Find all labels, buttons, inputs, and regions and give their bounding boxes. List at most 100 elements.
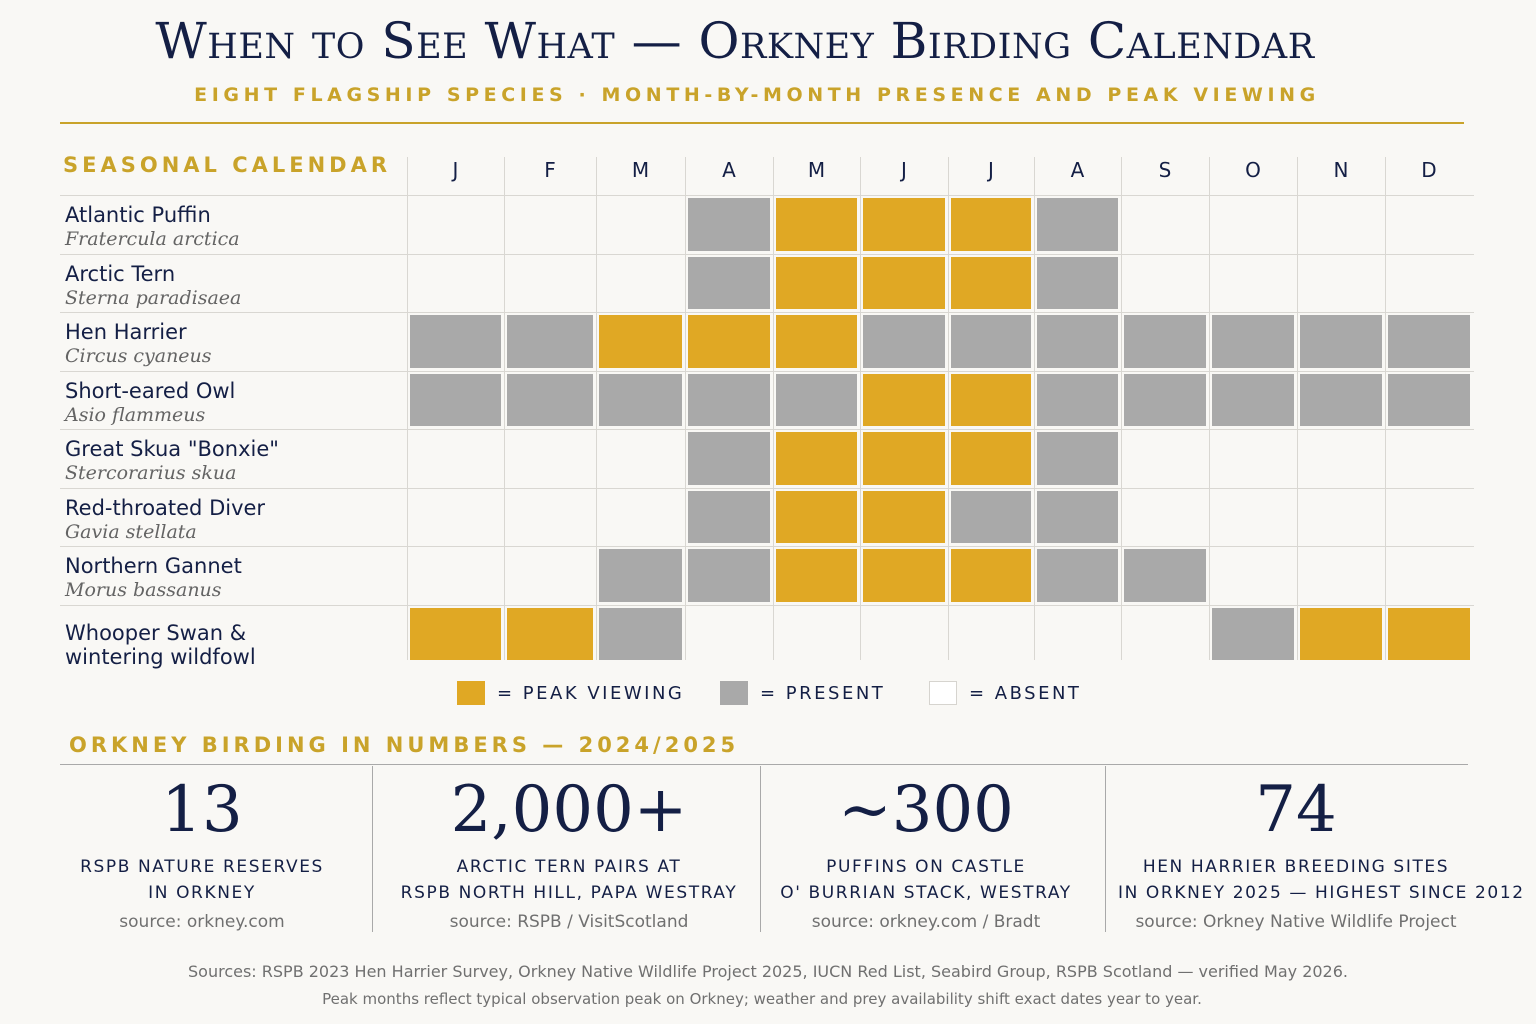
species-latin-name: Morus bassanus xyxy=(65,579,222,601)
species-name: Northern Gannet xyxy=(65,554,242,578)
legend-peak-label: = PEAK VIEWING xyxy=(497,682,685,704)
cell-peak xyxy=(951,256,1031,309)
stat-source: source: Orkney Native Wildlife Project xyxy=(1135,912,1457,932)
grid-line-vertical xyxy=(1034,157,1035,660)
grid-line-horizontal xyxy=(60,312,1474,313)
grid-line-vertical xyxy=(773,157,774,660)
cell-peak xyxy=(863,432,945,485)
cell-peak xyxy=(1388,607,1470,660)
stat-label-line: HEN HARRIER BREEDING SITES xyxy=(1142,857,1450,877)
cell-present xyxy=(688,549,770,602)
cell-peak xyxy=(776,549,857,602)
month-label: S xyxy=(1158,158,1172,182)
grid-line-vertical xyxy=(860,157,861,660)
legend-present-swatch xyxy=(720,681,748,705)
cell-peak xyxy=(1300,607,1382,660)
stat-hen-harrier-sites: 74 HEN HARRIER BREEDING SITES IN ORKNEY … xyxy=(1118,770,1525,932)
grid-line-vertical xyxy=(685,157,686,660)
species-latin-name: Fratercula arctica xyxy=(65,228,240,250)
stat-label-line: IN ORKNEY 2025 — HIGHEST SINCE 2012 xyxy=(1118,883,1525,903)
cell-peak xyxy=(507,607,593,660)
stat-value: 2,000+ xyxy=(450,773,688,847)
grid-line-horizontal xyxy=(60,546,1474,547)
grid-line-vertical xyxy=(948,157,949,660)
legend-absent-label: = ABSENT xyxy=(969,682,1082,704)
seasonal-calendar-chart: J F M A M J J A S O N D Atlantic Puffin Fratercula ar… xyxy=(60,157,1474,669)
grid-line-horizontal xyxy=(60,195,1474,196)
species-latin-name: Gavia stellata xyxy=(65,520,197,543)
cell-peak xyxy=(688,315,770,368)
cell-present xyxy=(1124,549,1206,602)
species-name: Great Skua "Bonxie" xyxy=(65,437,279,461)
cell-peak xyxy=(863,198,945,251)
cell-peak xyxy=(776,490,857,543)
stat-puffins: ~300 PUFFINS ON CASTLE O' BURRIAN STACK,… xyxy=(776,770,1076,932)
cell-present xyxy=(1037,256,1118,309)
cell-present xyxy=(776,373,857,426)
stat-source: source: orkney.com / Bradt xyxy=(811,912,1041,932)
grid-line-vertical xyxy=(1121,157,1122,660)
grid-line-horizontal xyxy=(60,370,1474,372)
species-latin-name: Asio flammeus xyxy=(65,403,206,426)
cell-present xyxy=(599,607,682,660)
cell-present xyxy=(688,256,770,309)
stat-source: source: RSPB / VisitScotland xyxy=(449,912,689,932)
month-label: D xyxy=(1421,158,1437,182)
cell-present xyxy=(688,373,770,426)
grid-line-horizontal xyxy=(60,429,1474,430)
grid-line-vertical xyxy=(596,157,597,660)
month-label: A xyxy=(722,158,736,182)
cell-present xyxy=(1212,315,1294,368)
cell-present xyxy=(1037,490,1118,543)
stat-column-divider xyxy=(760,766,761,932)
month-label: N xyxy=(1333,158,1349,182)
legend-present-label: = PRESENT xyxy=(760,682,886,704)
cell-present xyxy=(1388,373,1470,426)
cell-peak xyxy=(776,432,857,485)
stat-label-line: PUFFINS ON CASTLE xyxy=(826,857,1026,877)
species-name: Short-eared Owl xyxy=(65,378,236,403)
page-subtitle: EIGHT FLAGSHIP SPECIES · MONTH-BY-MONTH … xyxy=(194,84,1320,106)
cell-present xyxy=(1037,373,1118,426)
calendar-section-title: SEASONAL CALENDAR xyxy=(63,153,392,177)
species-latin-name: Sterna paradisaea xyxy=(65,286,242,309)
footer-note: Peak months reflect typical observation … xyxy=(322,990,1202,1008)
species-name: Atlantic Puffin xyxy=(65,203,211,227)
grid-line-vertical xyxy=(1297,157,1298,660)
stat-value: 74 xyxy=(1255,773,1337,847)
month-label: J xyxy=(452,158,459,182)
page-title: When to See What — Orkney Birding Calend… xyxy=(155,12,1315,70)
species-latin-name: Stercorarius skua xyxy=(65,462,237,484)
stats-divider xyxy=(60,764,1468,765)
species-latin-name: Circus cyaneus xyxy=(65,345,212,367)
cell-peak xyxy=(776,198,857,251)
cell-peak xyxy=(951,373,1031,426)
cell-present xyxy=(688,198,770,251)
stat-source: source: orkney.com xyxy=(119,912,285,932)
cell-present xyxy=(599,549,682,602)
stat-column-divider xyxy=(372,766,373,932)
grid-line-horizontal xyxy=(60,253,1474,255)
cell-present xyxy=(410,315,501,368)
cell-peak xyxy=(863,373,945,426)
cell-present xyxy=(507,373,593,426)
cell-present xyxy=(1212,373,1294,426)
cell-present xyxy=(1300,373,1382,426)
grid-line-horizontal xyxy=(60,487,1474,489)
month-label: J xyxy=(988,158,994,182)
stat-value: 13 xyxy=(161,773,243,847)
grid-line-vertical xyxy=(407,157,408,660)
cell-peak xyxy=(951,549,1031,602)
stat-column-divider xyxy=(1105,766,1106,932)
cell-peak xyxy=(951,432,1031,485)
cell-present xyxy=(410,373,501,426)
cell-present xyxy=(1037,432,1118,485)
cell-peak xyxy=(776,256,857,309)
stat-tern-pairs: 2,000+ ARCTIC TERN PAIRS AT RSPB NORTH H… xyxy=(389,770,749,932)
species-name: Arctic Tern xyxy=(65,261,176,286)
legend-peak: = PEAK VIEWING xyxy=(457,680,684,706)
cell-present xyxy=(688,490,770,543)
stat-label-line: RSPB NATURE RESERVES xyxy=(80,857,324,877)
species-name: Red-throated Diver xyxy=(65,495,266,520)
cell-present xyxy=(1388,315,1470,368)
